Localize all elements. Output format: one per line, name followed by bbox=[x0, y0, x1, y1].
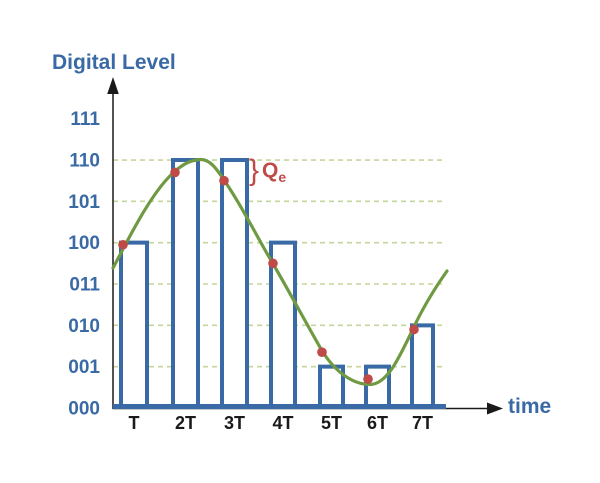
sample-point-2T bbox=[170, 167, 180, 178]
qe-label-subscript: e bbox=[278, 169, 286, 185]
sample-point-3T bbox=[219, 175, 229, 186]
y-tick-label-000: 000 bbox=[68, 399, 100, 420]
y-tick-label-010: 010 bbox=[68, 316, 100, 337]
y-tick-label-110: 110 bbox=[69, 151, 100, 172]
y-tick-label-111: 111 bbox=[70, 109, 100, 130]
x-tick-label-7T: 7T bbox=[412, 413, 433, 433]
x-axis-arrow-icon bbox=[487, 402, 503, 415]
y-tick-label-011: 011 bbox=[69, 275, 100, 296]
x-tick-label-5T: 5T bbox=[321, 413, 342, 433]
sample-bar-7T bbox=[410, 323, 435, 408]
x-axis-title: time bbox=[508, 395, 551, 418]
sample-point-T bbox=[118, 239, 128, 250]
y-axis-title: Digital Level bbox=[52, 51, 176, 74]
x-tick-label-T: T bbox=[129, 413, 140, 433]
sample-bar-3T bbox=[220, 158, 249, 408]
x-tick-label-3T: 3T bbox=[224, 413, 245, 433]
quantization-error-brace: } bbox=[249, 154, 259, 187]
y-tick-label-101: 101 bbox=[68, 192, 100, 213]
sample-bar-5T bbox=[318, 364, 345, 408]
sample-point-7T bbox=[409, 324, 419, 335]
sample-bar-6T bbox=[364, 364, 391, 408]
x-tick-label-4T: 4T bbox=[272, 413, 293, 433]
qe-label-main: Q bbox=[262, 159, 278, 182]
sample-point-4T bbox=[268, 258, 278, 269]
y-axis-arrow-icon bbox=[107, 77, 119, 94]
sample-point-6T bbox=[363, 374, 373, 384]
chart-generated-layer: 111 110 101 100 011 010 001 000 T 2T 3T 4T 5T 6T 7T bbox=[68, 77, 503, 433]
quantization-error-label: Qe bbox=[262, 159, 286, 185]
y-tick-label-100: 100 bbox=[68, 233, 100, 254]
sample-bar-T bbox=[119, 240, 149, 408]
y-tick-label-001: 001 bbox=[68, 357, 100, 378]
sample-point-5T bbox=[317, 347, 327, 358]
x-tick-label-2T: 2T bbox=[175, 413, 196, 433]
x-tick-label-6T: 6T bbox=[367, 413, 388, 433]
sample-bar-4T bbox=[269, 240, 297, 408]
sample-bar-2T bbox=[171, 158, 200, 408]
